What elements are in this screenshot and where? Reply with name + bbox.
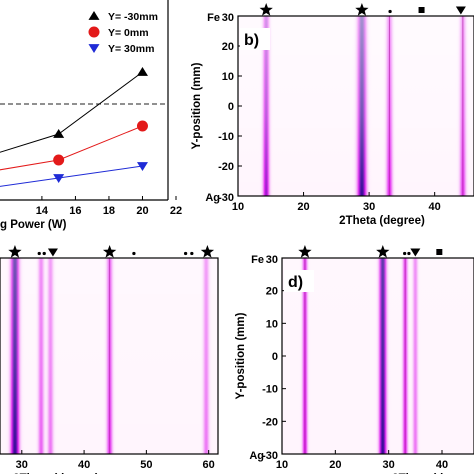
y-tick-label-5: -20 bbox=[218, 161, 234, 173]
x-tick-label-1: 20 bbox=[297, 201, 309, 213]
y-tick-label-4: -10 bbox=[262, 384, 278, 396]
y-tick-label-0: 30 bbox=[266, 254, 278, 266]
legend-marker-2 bbox=[88, 44, 100, 53]
series-line-1 bbox=[0, 125, 143, 171]
x-axis-label: 2Theta (degree) bbox=[339, 215, 425, 227]
legend-marker-0 bbox=[88, 11, 100, 20]
phase-marker-star-1 bbox=[355, 3, 369, 16]
legend-label-2: Y= 30mm bbox=[108, 43, 154, 55]
phase-marker-dot-3 bbox=[407, 251, 411, 256]
x-tick-label-0: 10 bbox=[276, 459, 288, 471]
phase-marker-star-8 bbox=[200, 245, 215, 258]
phase-marker-dot-2 bbox=[403, 251, 407, 256]
x-tick-label-0: 14 bbox=[36, 205, 49, 217]
phase-marker-square-3 bbox=[418, 7, 425, 13]
phase-marker-star-0 bbox=[298, 245, 312, 258]
heatmap-fade bbox=[238, 16, 474, 196]
y-tick-label-1: 20 bbox=[222, 41, 234, 53]
y-end-label-top: Fe bbox=[207, 12, 220, 24]
y-axis-label: Y-position (mm) bbox=[191, 62, 203, 149]
plot-area bbox=[238, 16, 474, 196]
x-tick-label-3: 20 bbox=[136, 205, 148, 217]
panel-label: d) bbox=[288, 274, 303, 291]
y-tick-label-2: 10 bbox=[266, 318, 278, 330]
y-end-label-top: Fe bbox=[251, 254, 264, 266]
legend-label-1: Y= 0mm bbox=[108, 27, 149, 39]
plot-frame bbox=[0, 257, 219, 455]
series-1-point-2 bbox=[136, 120, 148, 132]
phase-marker-star-0 bbox=[8, 245, 22, 258]
series-2-point-2 bbox=[136, 162, 148, 171]
y-tick-label-5: -20 bbox=[262, 416, 278, 428]
x-tick-label-1: 20 bbox=[329, 459, 341, 471]
plot-area bbox=[0, 258, 218, 454]
panel-label-bg bbox=[240, 28, 270, 50]
y-tick-label-3: 0 bbox=[272, 351, 278, 363]
phase-marker-dot-1 bbox=[37, 251, 41, 256]
series-line-0 bbox=[0, 71, 143, 153]
y-tick-label-last: -30 bbox=[218, 192, 234, 204]
legend-label-0: Y= -30mm bbox=[108, 11, 158, 23]
x-tick-label-2: 30 bbox=[363, 201, 375, 213]
panel-label: b) bbox=[244, 32, 259, 49]
series-2-point-1 bbox=[53, 174, 65, 183]
series-0-point-1 bbox=[53, 129, 65, 138]
phase-marker-triangle-down-3 bbox=[47, 248, 58, 257]
phase-marker-square-5 bbox=[436, 249, 443, 255]
phase-marker-dot-5 bbox=[132, 251, 136, 256]
y-tick-label-3: 0 bbox=[228, 101, 234, 113]
phase-marker-star-0 bbox=[259, 3, 273, 16]
heatmap-fade bbox=[0, 258, 218, 454]
phase-marker-star-4 bbox=[102, 245, 117, 258]
x-tick-label-4: 22 bbox=[170, 205, 182, 217]
phase-marker-dot-2 bbox=[388, 9, 392, 14]
y-tick-label-0: 30 bbox=[222, 12, 234, 24]
y-axis-label: Y-position (mm) bbox=[235, 312, 247, 399]
x-tick-label-2: 18 bbox=[103, 205, 115, 217]
x-axis-label: g Power (W) bbox=[0, 219, 67, 231]
series-line-2 bbox=[0, 165, 143, 187]
y-tick-label-4: -10 bbox=[218, 131, 234, 143]
phase-marker-triangle-down-4 bbox=[410, 248, 421, 257]
x-tick-label-2: 50 bbox=[140, 459, 152, 471]
y-tick-label-2: 10 bbox=[222, 71, 234, 83]
panel-a-line-chart: 14 16 18 20 22 g Power (W) Y= -30mm Y= 0mm Y= 30… bbox=[0, 0, 182, 231]
y-end-label-bottom: Ag bbox=[205, 192, 220, 204]
phase-marker-dot-2 bbox=[42, 251, 46, 256]
series-1-point-1 bbox=[53, 154, 65, 166]
series-0-point-2 bbox=[136, 67, 148, 76]
x-tick-label-3: 40 bbox=[429, 201, 441, 213]
y-tick-label-last: -30 bbox=[262, 450, 278, 462]
phase-marker-star-1 bbox=[376, 245, 390, 258]
panel-label-bg bbox=[284, 270, 314, 292]
x-tick-label-3: 40 bbox=[436, 459, 448, 471]
x-tick-label-2: 30 bbox=[383, 459, 395, 471]
panel-c-heatmap: 304050602Theta (degree) bbox=[0, 245, 219, 474]
y-tick-label-1: 20 bbox=[266, 286, 278, 298]
x-tick-label-0: 10 bbox=[232, 201, 244, 213]
phase-marker-dot-7 bbox=[190, 251, 194, 256]
y-end-label-bottom: Ag bbox=[249, 450, 264, 462]
x-tick-label-3: 60 bbox=[203, 459, 215, 471]
legend-marker-1 bbox=[88, 26, 100, 38]
x-tick-label-1: 40 bbox=[78, 459, 90, 471]
x-tick-label-1: 16 bbox=[69, 205, 81, 217]
x-tick-label-0: 30 bbox=[16, 459, 28, 471]
phase-marker-triangle-down-4 bbox=[455, 6, 466, 15]
phase-marker-dot-6 bbox=[183, 251, 188, 256]
